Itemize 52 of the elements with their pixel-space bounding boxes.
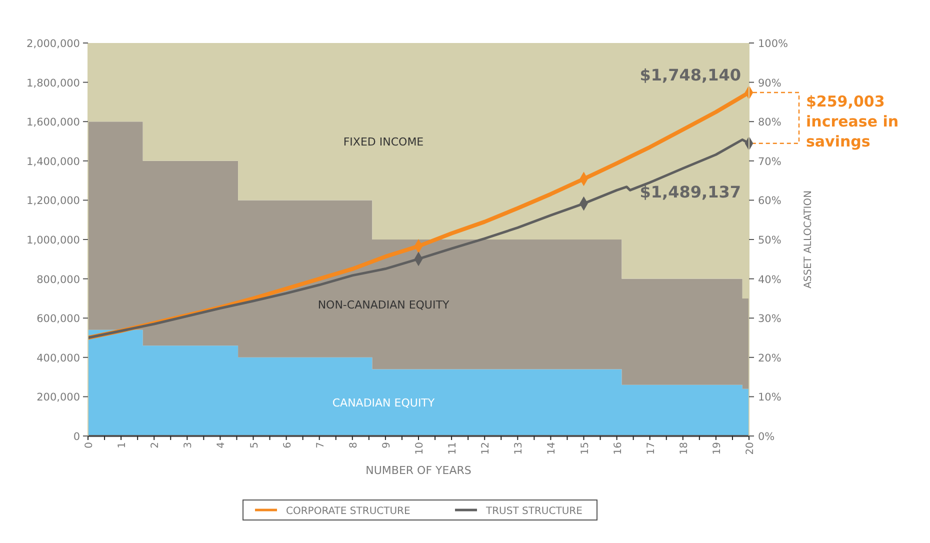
y-tick-label: 1,200,000 bbox=[26, 195, 80, 208]
legend-label: TRUST STRUCTURE bbox=[485, 506, 582, 517]
y2-tick-label: 70% bbox=[758, 156, 782, 168]
y2-tick-label: 30% bbox=[758, 313, 782, 326]
annotation: $1,489,137 bbox=[640, 182, 741, 202]
x-tick-label: 0 bbox=[84, 442, 95, 448]
x-tick-label: 11 bbox=[448, 442, 459, 455]
y-tick-label: 600,000 bbox=[36, 313, 80, 326]
y2-tick-label: 50% bbox=[758, 234, 782, 246]
y2-tick-label: 40% bbox=[758, 274, 782, 286]
y-tick-label: 400,000 bbox=[36, 352, 80, 364]
x-tick-label: 6 bbox=[282, 442, 294, 448]
x-axis-title: NUMBER OF YEARS bbox=[366, 464, 472, 477]
y2-tick-label: 100% bbox=[758, 38, 788, 50]
x-tick-label: 17 bbox=[646, 442, 657, 455]
y-tick-label: 800,000 bbox=[36, 274, 80, 286]
y2-tick-label: 90% bbox=[758, 77, 782, 90]
x-tick-label: 1 bbox=[117, 442, 128, 448]
x-tick-label: 13 bbox=[514, 442, 525, 455]
y-tick-label: 200,000 bbox=[36, 392, 80, 404]
x-tick-label: 9 bbox=[381, 442, 392, 448]
y-tick-label: 2,000,000 bbox=[26, 38, 80, 50]
x-tick-label: 19 bbox=[712, 442, 723, 455]
y2-tick-label: 60% bbox=[758, 195, 782, 208]
series-label: CANADIAN EQUITY bbox=[332, 396, 435, 410]
text: $259,003 increase in savings bbox=[806, 92, 899, 150]
y-tick-label: 1,400,000 bbox=[26, 156, 80, 168]
legend-label: CORPORATE STRUCTURE bbox=[286, 506, 410, 517]
series-label: NON-CANADIAN EQUITY bbox=[318, 298, 450, 312]
x-tick-label: 4 bbox=[216, 442, 228, 448]
x-tick-label: 16 bbox=[612, 442, 624, 455]
x-tick-label: 18 bbox=[678, 442, 690, 455]
y-tick-label: 1,000,000 bbox=[26, 234, 80, 246]
y2-axis-title: ASSET ALLOCATION bbox=[803, 190, 814, 289]
y-tick-label: 1,800,000 bbox=[26, 77, 80, 90]
x-tick-label: 2 bbox=[150, 442, 162, 448]
x-tick-label: 5 bbox=[249, 442, 260, 448]
y2-tick-label: 10% bbox=[758, 392, 782, 404]
x-tick-label: 3 bbox=[183, 442, 194, 448]
annotation: $1,748,140 bbox=[640, 65, 741, 84]
x-tick-label: 12 bbox=[480, 442, 492, 455]
y2-tick-label: 20% bbox=[758, 352, 782, 364]
x-tick-label: 8 bbox=[348, 442, 360, 448]
series-label: FIXED INCOME bbox=[343, 135, 424, 148]
y2-tick-label: 80% bbox=[758, 116, 782, 129]
x-tick-label: 15 bbox=[580, 442, 591, 455]
x-tick-label: 10 bbox=[414, 442, 426, 455]
x-tick-label: 7 bbox=[315, 442, 326, 448]
y-tick-label: 1,600,000 bbox=[26, 116, 80, 129]
x-tick-label: 14 bbox=[546, 442, 558, 455]
y2-tick-label: 0% bbox=[758, 431, 775, 443]
x-tick-label: 20 bbox=[745, 442, 756, 455]
